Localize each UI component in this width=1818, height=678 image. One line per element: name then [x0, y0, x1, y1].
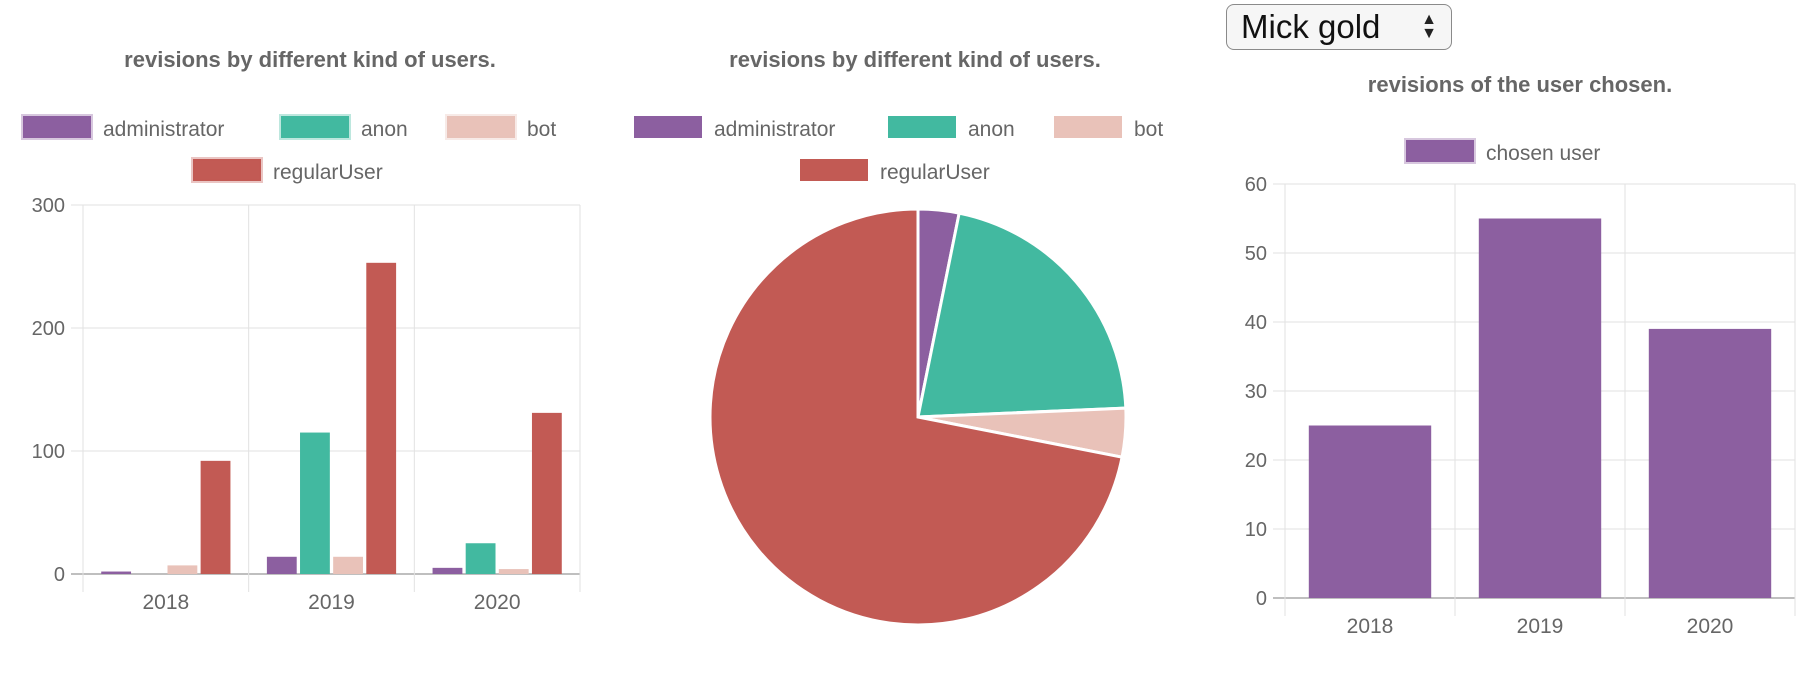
y-tick-label: 60 — [1245, 174, 1267, 196]
pie-slice-anon[interactable] — [916, 211, 1128, 419]
x-tick-label: 2020 — [474, 591, 521, 614]
user-select-dropdown[interactable]: Mick gold ▲ ▼ — [1226, 4, 1452, 50]
bar-regularuser[interactable] — [531, 412, 562, 574]
chart-axes: 0 10 20 30 40 50 60 2018 2019 2020 — [1245, 174, 1734, 638]
y-tick-label: 0 — [54, 564, 65, 586]
legend-label: bot — [527, 118, 556, 141]
legend-item-chosen-user[interactable]: chosen user — [1404, 138, 1600, 165]
x-tick-label: 2018 — [142, 591, 189, 614]
legend-label: anon — [361, 118, 408, 141]
legend-swatch — [800, 159, 868, 181]
chart-axes: 0 100 200 300 2018 2019 2020 — [32, 195, 521, 614]
legend-swatch — [1054, 116, 1122, 138]
bar-anon[interactable] — [465, 543, 496, 574]
legend-item-regularuser[interactable]: regularUser — [800, 159, 990, 184]
y-tick-label: 20 — [1245, 450, 1267, 472]
legend-item-bot[interactable]: bot — [1054, 116, 1163, 141]
bar-chosen-user[interactable] — [1308, 425, 1432, 599]
legend-swatch — [1404, 138, 1476, 164]
bar-series — [101, 262, 562, 574]
y-tick-label: 30 — [1245, 381, 1267, 403]
x-tick-label: 2019 — [1517, 615, 1564, 638]
legend-swatch — [279, 114, 351, 140]
legend-swatch — [445, 114, 517, 140]
chosen-user-bar-chart: revisions of the user chosen. chosen use… — [1245, 72, 1796, 638]
legend-item-regularuser[interactable]: regularUser — [191, 157, 383, 184]
y-tick-label: 10 — [1245, 519, 1267, 541]
pie-slice-regularuser[interactable] — [708, 207, 1124, 627]
legend-item-administrator[interactable]: administrator — [634, 116, 835, 141]
chart-legend[interactable]: administrator anon bot regularUser — [634, 116, 1163, 184]
legend-item-anon[interactable]: anon — [888, 116, 1015, 141]
y-tick-label: 200 — [32, 318, 65, 340]
chart-title: revisions of the user chosen. — [1368, 72, 1672, 97]
legend-label: administrator — [103, 118, 224, 141]
chart-legend[interactable]: chosen user — [1404, 138, 1600, 165]
y-tick-label: 300 — [32, 195, 65, 217]
legend-label: regularUser — [273, 161, 383, 184]
legend-label: administrator — [714, 118, 835, 141]
x-tick-label: 2019 — [308, 591, 355, 614]
bar-bot[interactable] — [167, 565, 198, 574]
legend-label: regularUser — [880, 161, 990, 184]
bar-series — [1308, 218, 1772, 599]
pie-chart: revisions by different kind of users. ad… — [634, 47, 1163, 627]
pie-slices — [708, 207, 1128, 627]
y-tick-label: 40 — [1245, 312, 1267, 334]
x-tick-label: 2018 — [1347, 615, 1394, 638]
y-tick-label: 50 — [1245, 243, 1267, 265]
legend-item-anon[interactable]: anon — [279, 114, 408, 141]
y-tick-label: 0 — [1256, 588, 1267, 610]
chart-title: revisions by different kind of users. — [729, 47, 1101, 72]
selected-user: Mick gold — [1241, 8, 1381, 45]
legend-swatch — [634, 116, 702, 138]
legend-item-administrator[interactable]: administrator — [21, 114, 224, 141]
y-tick-label: 100 — [32, 441, 65, 463]
legend-label: bot — [1134, 118, 1163, 141]
select-arrows-icon: ▲ ▼ — [1421, 11, 1437, 42]
legend-swatch — [21, 114, 93, 140]
legend-label: anon — [968, 118, 1015, 141]
legend-item-bot[interactable]: bot — [445, 114, 556, 141]
bar-administrator[interactable] — [266, 556, 297, 574]
chart-legend[interactable]: administrator anon bot regularUser — [21, 114, 556, 184]
bar-regularuser[interactable] — [200, 460, 231, 574]
bar-administrator[interactable] — [432, 567, 463, 574]
bar-chosen-user[interactable] — [1478, 218, 1602, 599]
bar-anon[interactable] — [300, 432, 330, 574]
legend-label: chosen user — [1486, 142, 1600, 165]
bar-bot[interactable] — [333, 556, 363, 574]
legend-swatch — [888, 116, 956, 138]
bar-administrator[interactable] — [101, 571, 132, 574]
chart-title: revisions by different kind of users. — [124, 47, 496, 72]
bar-bot[interactable] — [498, 569, 529, 574]
grouped-bar-chart: revisions by different kind of users. ad… — [21, 47, 581, 614]
bar-chosen-user[interactable] — [1648, 328, 1772, 598]
bar-regularuser[interactable] — [366, 262, 397, 574]
x-tick-label: 2020 — [1687, 615, 1734, 638]
legend-swatch — [191, 157, 263, 183]
